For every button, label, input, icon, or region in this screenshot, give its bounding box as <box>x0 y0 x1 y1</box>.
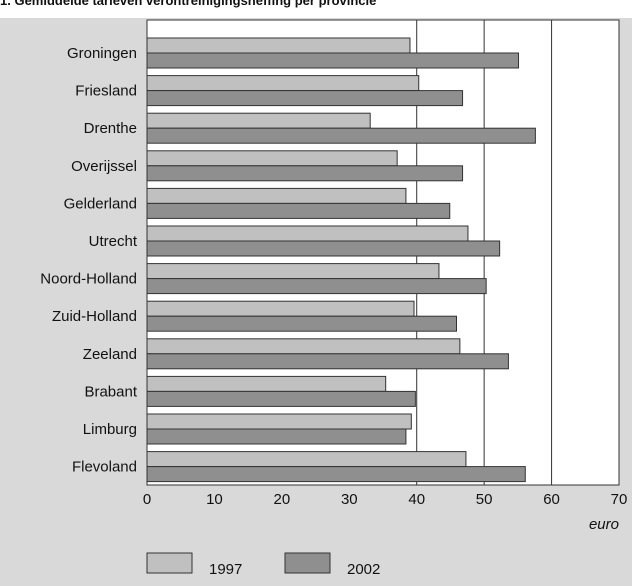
x-tick-label: 20 <box>274 491 291 508</box>
category-label: Drenthe <box>84 120 137 137</box>
x-axis-ticks: 0 10 20 30 40 50 60 70 <box>143 491 628 508</box>
bar-noord-holland-2002 <box>146 278 487 295</box>
x-tick-label: 10 <box>206 491 223 508</box>
x-tick-label: 0 <box>143 491 151 508</box>
x-axis-unit-label: euro <box>589 516 619 533</box>
category-label: Zeeland <box>83 346 137 363</box>
chart-title: 1. Gemiddelde tarieven verontreinigingsh… <box>0 0 377 8</box>
category-label: Noord-Holland <box>40 271 137 288</box>
bar-groningen-1997 <box>146 37 411 54</box>
bar-brabant-2002 <box>146 390 416 407</box>
legend-label-1997: 1997 <box>209 561 242 578</box>
bar-overijssel-2002 <box>146 165 464 182</box>
bar-limburg-1997 <box>146 413 412 430</box>
bar-flevoland-1997 <box>146 451 467 468</box>
legend-swatch-1997 <box>146 552 193 574</box>
chart-panel: Groningen Friesland Drenthe Overijssel Gelde… <box>0 18 632 586</box>
bar-zuid-holland-1997 <box>146 300 415 317</box>
bar-utrecht-1997 <box>146 225 469 242</box>
bar-zuid-holland-2002 <box>146 315 457 332</box>
bar-friesland-1997 <box>146 75 420 92</box>
category-label: Groningen <box>67 45 137 62</box>
x-tick-label: 30 <box>341 491 358 508</box>
category-label: Flevoland <box>72 459 137 476</box>
x-tick-label: 60 <box>543 491 560 508</box>
x-tick-label: 50 <box>476 491 493 508</box>
bar-drenthe-2002 <box>146 127 536 144</box>
bar-brabant-1997 <box>146 375 387 392</box>
bar-chart: Groningen Friesland Drenthe Overijssel Gelde… <box>40 19 628 578</box>
bar-flevoland-2002 <box>146 466 526 483</box>
bar-utrecht-2002 <box>146 240 501 257</box>
bar-gelderland-2002 <box>146 202 451 219</box>
bars <box>146 37 536 483</box>
legend-label-2002: 2002 <box>347 561 380 578</box>
category-label: Limburg <box>83 421 137 438</box>
category-label: Utrecht <box>89 233 138 250</box>
bar-noord-holland-1997 <box>146 263 440 280</box>
bar-gelderland-1997 <box>146 187 407 204</box>
bar-drenthe-1997 <box>146 112 371 129</box>
bar-friesland-2002 <box>146 90 464 107</box>
category-label: Overijssel <box>71 158 137 175</box>
category-label: Zuid-Holland <box>52 308 137 325</box>
category-label: Brabant <box>84 383 137 400</box>
bar-zeeland-1997 <box>146 338 461 355</box>
legend: 1997 2002 <box>146 552 380 578</box>
category-label: Friesland <box>75 83 137 100</box>
category-label: Gelderland <box>64 195 137 212</box>
bar-overijssel-1997 <box>146 150 398 167</box>
bar-zeeland-2002 <box>146 353 509 370</box>
bar-groningen-2002 <box>146 52 520 69</box>
x-tick-label: 40 <box>408 491 425 508</box>
x-tick-label: 70 <box>611 491 628 508</box>
category-labels: Groningen Friesland Drenthe Overijssel Gelde… <box>40 45 138 476</box>
bar-limburg-2002 <box>146 428 407 445</box>
legend-swatch-2002 <box>284 552 331 574</box>
